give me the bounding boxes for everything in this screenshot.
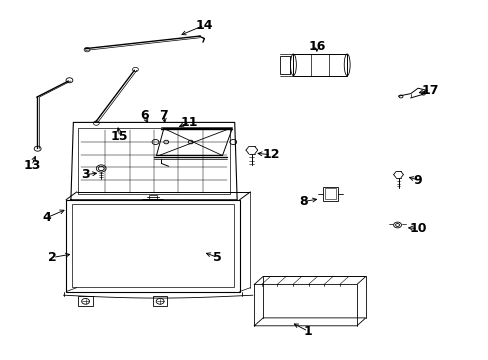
Text: 7: 7 [159, 109, 168, 122]
Text: 3: 3 [81, 168, 90, 181]
Bar [78, 128, 229, 194]
Bar [148, 195, 156, 199]
Bar [322, 187, 338, 201]
Text: 13: 13 [23, 159, 41, 172]
Text: 8: 8 [298, 195, 307, 208]
Text: 9: 9 [413, 174, 422, 186]
Text: 12: 12 [262, 148, 280, 161]
Text: 16: 16 [307, 40, 325, 53]
Bar [72, 204, 233, 287]
Text: 11: 11 [181, 116, 198, 129]
Text: 2: 2 [48, 251, 57, 264]
Text: 4: 4 [42, 211, 51, 224]
Bar [78, 296, 93, 306]
Bar [279, 56, 290, 74]
Text: 6: 6 [140, 109, 148, 122]
Bar [152, 296, 167, 306]
Text: 17: 17 [421, 84, 438, 96]
Text: 5: 5 [213, 251, 222, 264]
Text: 15: 15 [111, 130, 128, 143]
Text: 14: 14 [195, 19, 213, 32]
Text: 1: 1 [303, 325, 312, 338]
Text: 10: 10 [408, 222, 426, 235]
Bar [293, 54, 346, 76]
Bar [66, 200, 239, 292]
Bar [324, 188, 336, 199]
